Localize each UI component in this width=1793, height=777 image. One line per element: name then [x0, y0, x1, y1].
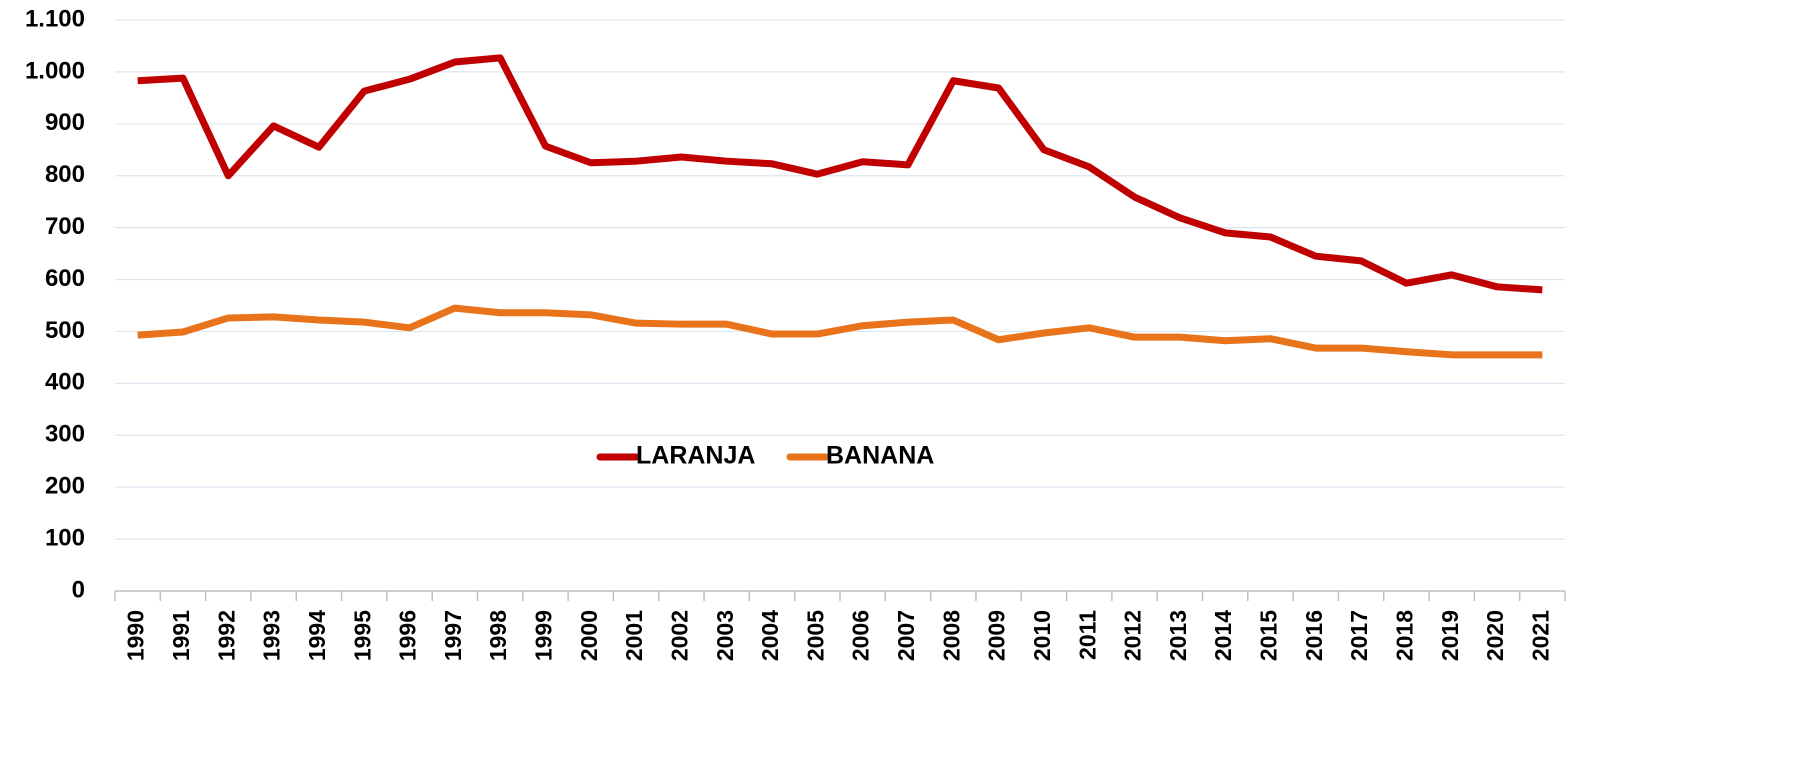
y-tick-label: 800	[45, 161, 85, 188]
x-tick-label: 2011	[1074, 610, 1100, 660]
x-tick-label: 1997	[440, 610, 466, 661]
y-tick-label: 1.000	[25, 57, 85, 84]
x-tick-label: 1998	[485, 610, 511, 661]
x-tick-label: 1994	[304, 610, 330, 661]
x-tick-label: 2009	[984, 610, 1010, 661]
x-tick-label: 2012	[1120, 610, 1146, 661]
legend-label: LARANJA	[636, 442, 755, 470]
x-tick-label: 1999	[531, 610, 557, 661]
x-tick-label: 2017	[1346, 610, 1372, 661]
x-tick-label: 2020	[1482, 610, 1508, 661]
x-tick-label: 2019	[1437, 610, 1463, 661]
x-tick-label: 2006	[848, 610, 874, 661]
y-tick-label: 100	[45, 524, 85, 551]
y-tick-label: 600	[45, 265, 85, 292]
x-tick-label: 1991	[168, 610, 194, 661]
x-tick-label: 1992	[213, 610, 239, 661]
x-tick-label: 2008	[938, 610, 964, 661]
y-tick-label: 200	[45, 473, 85, 500]
x-tick-label: 2014	[1210, 610, 1236, 661]
x-tick-label: 2010	[1029, 610, 1055, 661]
y-tick-label: 400	[45, 369, 85, 396]
line-series	[137, 304, 1543, 359]
x-tick-label: 2015	[1256, 610, 1282, 661]
x-tick-label: 2002	[666, 610, 692, 661]
x-tick-label: 2003	[712, 610, 738, 661]
y-tick-label: 700	[45, 213, 85, 240]
y-tick-label: 300	[45, 421, 85, 448]
x-tick-label: 1995	[349, 610, 375, 661]
x-tick-label: 1990	[123, 610, 149, 661]
x-tick-label: 2005	[802, 610, 828, 661]
x-tick-label: 2013	[1165, 610, 1191, 661]
x-tick-label: 2001	[621, 610, 647, 661]
line-series	[137, 54, 1543, 294]
x-tick-label: 2007	[893, 610, 919, 661]
y-tick-label: 900	[45, 109, 85, 136]
y-tick-label: 500	[45, 317, 85, 344]
y-tick-label: 0	[72, 576, 85, 603]
x-tick-label: 2004	[757, 610, 783, 661]
x-tick-label: 2016	[1301, 610, 1327, 661]
x-tick-label: 1996	[395, 610, 421, 661]
x-tick-label: 2000	[576, 610, 602, 661]
x-tick-label: 1993	[259, 610, 285, 661]
y-tick-label: 1.100	[25, 5, 85, 32]
x-tick-label: 2021	[1527, 610, 1553, 661]
legend-label: BANANA	[826, 442, 934, 470]
x-tick-label: 2018	[1391, 610, 1417, 661]
